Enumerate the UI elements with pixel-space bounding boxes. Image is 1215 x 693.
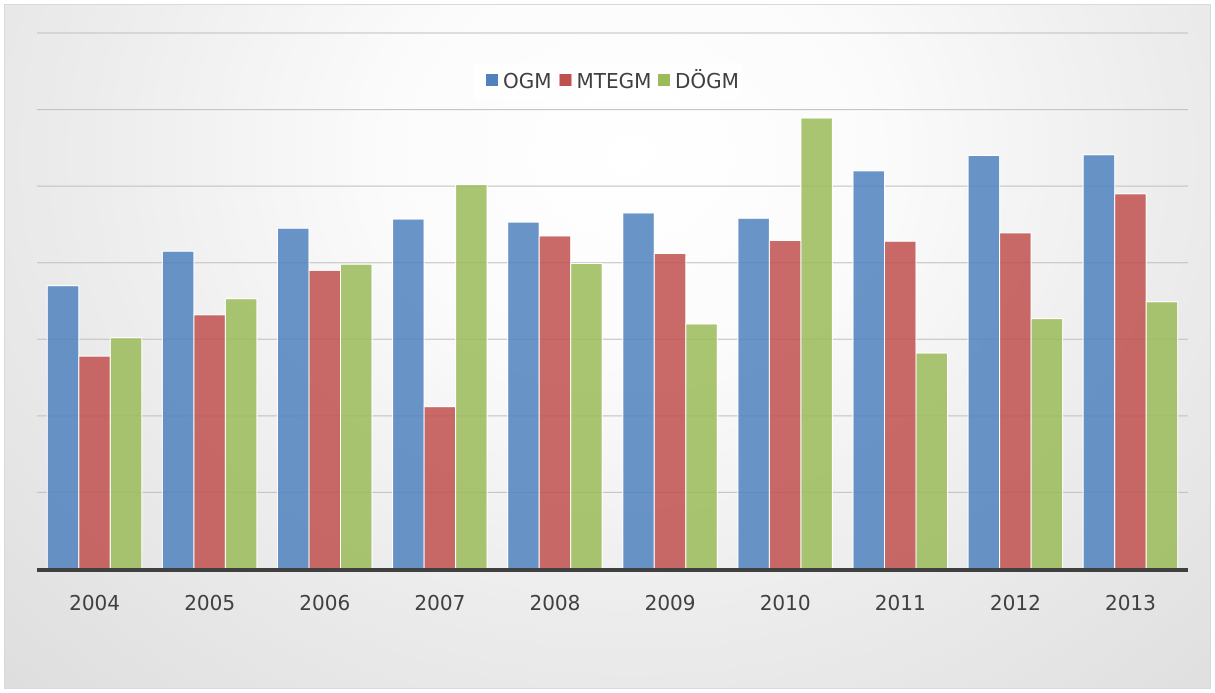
bar-mtegm-2009 — [653, 253, 687, 570]
bar-dögm-2007 — [455, 184, 488, 570]
bar-mtegm-2004 — [78, 355, 111, 570]
legend-item-mtegm: MTEGM — [559, 69, 652, 93]
bar-dögm-2009 — [685, 323, 718, 570]
chart-area: 2004 2005 2006 2007 2008 2009 2010 2011 2012 2013… — [4, 4, 1211, 689]
x-tick-label: 2005 — [184, 591, 235, 615]
bar-dögm-2010 — [800, 117, 833, 570]
bar-dögm-2013 — [1145, 301, 1179, 570]
legend-label: DÖGM — [675, 69, 739, 93]
bar-mtegm-2007 — [423, 406, 457, 570]
bar-dögm-2006 — [340, 263, 373, 570]
bar-mtegm-2011 — [884, 240, 917, 570]
x-tick-label: 2007 — [414, 591, 465, 615]
bar-mtegm-2012 — [999, 232, 1032, 570]
bar-dögm-2011 — [915, 352, 948, 570]
x-axis-ticks: 2004 2005 2006 2007 2008 2009 2010 2011 2012 2013 — [69, 591, 1156, 615]
bar-chart: 2004 2005 2006 2007 2008 2009 2010 2011 2012 2013… — [37, 32, 1188, 615]
bar-ogm-2012 — [967, 155, 1001, 570]
bar-ogm-2005 — [161, 250, 195, 570]
x-tick-label: 2004 — [69, 591, 120, 615]
x-tick-label: 2008 — [529, 591, 580, 615]
x-tick-label: 2006 — [299, 591, 350, 615]
bar-ogm-2008 — [507, 221, 540, 570]
bar-mtegm-2013 — [1114, 193, 1147, 570]
x-tick-label: 2013 — [1105, 591, 1156, 615]
bars — [46, 117, 1179, 570]
bar-mtegm-2005 — [193, 314, 226, 570]
bar-ogm-2006 — [277, 227, 310, 570]
x-tick-label: 2012 — [990, 591, 1041, 615]
legend-label: OGM — [503, 69, 552, 93]
bar-ogm-2013 — [1082, 154, 1116, 570]
legend-item-dögm: DÖGM — [658, 69, 739, 93]
bar-ogm-2007 — [392, 218, 425, 570]
bar-mtegm-2006 — [308, 269, 341, 570]
legend-label: MTEGM — [577, 69, 652, 93]
bar-mtegm-2008 — [538, 235, 572, 570]
bar-ogm-2010 — [737, 217, 770, 570]
bar-ogm-2004 — [46, 285, 80, 570]
bar-ogm-2011 — [852, 170, 885, 570]
legend-item-ogm: OGM — [486, 69, 552, 93]
x-tick-label: 2009 — [645, 591, 696, 615]
bar-dögm-2005 — [224, 298, 258, 570]
bar-dögm-2012 — [1030, 318, 1064, 570]
bar-dögm-2008 — [570, 262, 603, 570]
bar-mtegm-2010 — [768, 240, 802, 570]
bar-dögm-2004 — [109, 337, 143, 570]
x-tick-label: 2010 — [760, 591, 811, 615]
bar-ogm-2009 — [622, 212, 655, 570]
legend: OGM MTEGM DÖGM — [474, 63, 742, 101]
legend-swatch — [486, 74, 498, 86]
legend-swatch — [559, 74, 572, 86]
legend-swatch — [658, 74, 670, 86]
legend-box — [474, 63, 742, 101]
x-tick-label: 2011 — [875, 591, 926, 615]
